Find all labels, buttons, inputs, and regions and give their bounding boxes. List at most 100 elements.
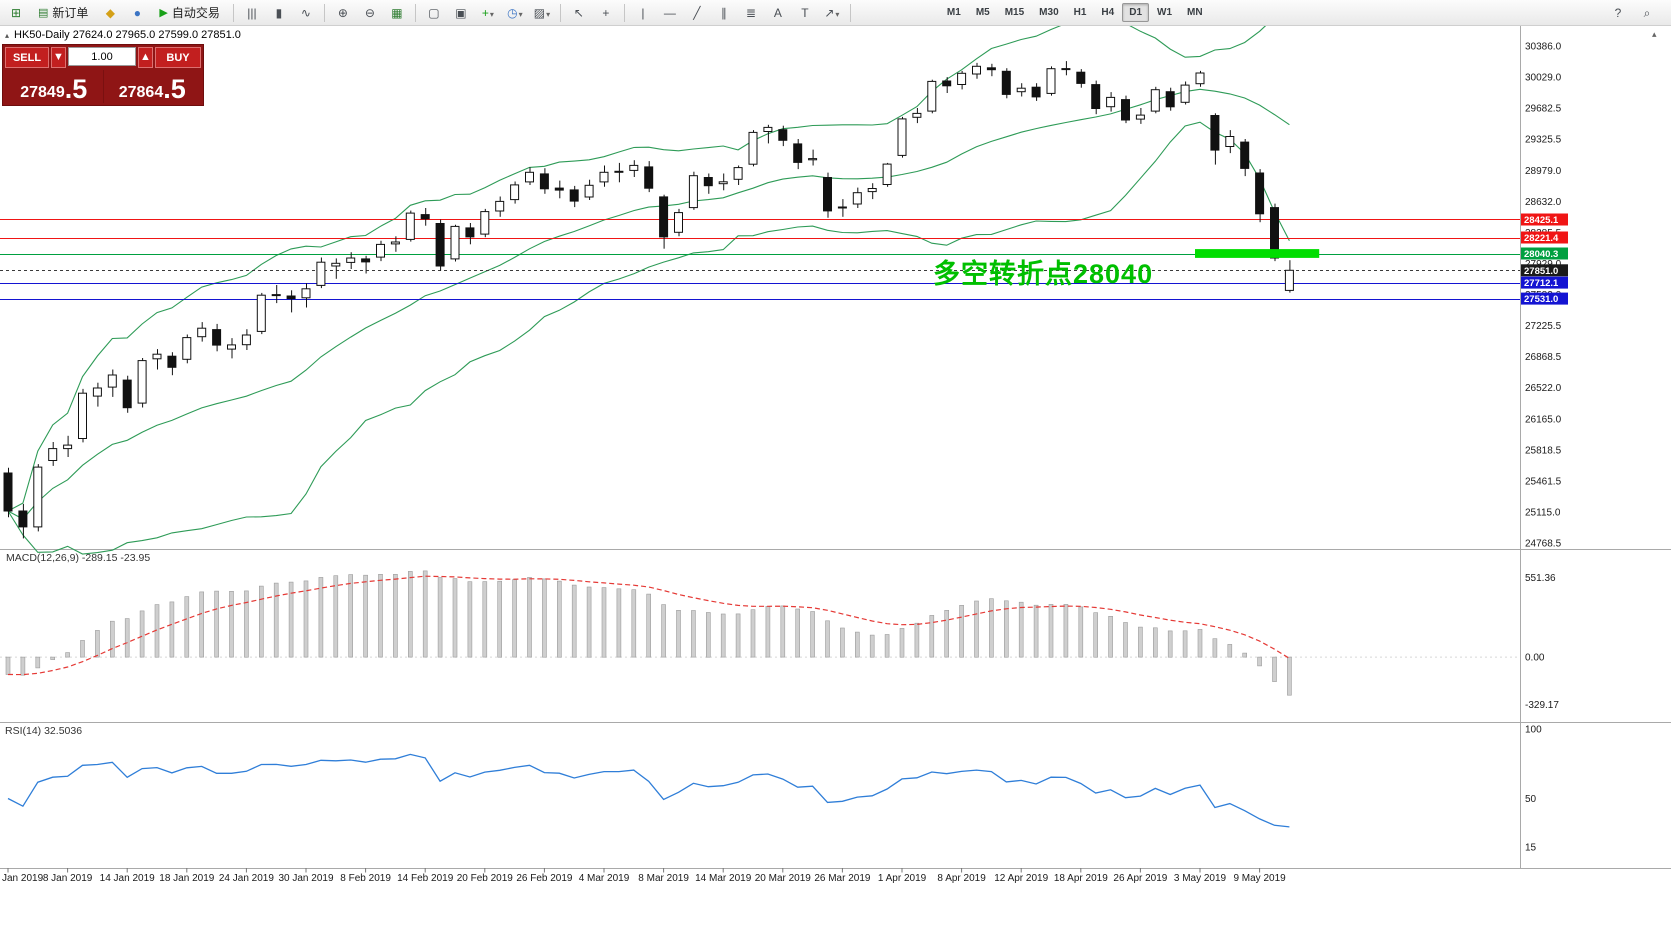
tile-windows-icon: ▢ [428,5,440,20]
price-tag-label: 28221.4 [1524,233,1559,244]
tile-windows-icon[interactable]: ▢ [421,2,447,24]
help-icon[interactable]: ? [1614,5,1622,20]
macd-indicator-label: MACD(12,26,9) -289.15 -23.95 [6,552,151,564]
timeframe-m30[interactable]: M30 [1039,7,1059,18]
time-axis-label: 30 Jan 2019 [278,873,333,884]
timeframe-h4[interactable]: H4 [1101,7,1115,18]
zoom-out-icon[interactable]: ⊖ [357,2,383,24]
rsi-axis-label: 15 [1525,843,1537,854]
time-axis-label: 18 Apr 2019 [1054,873,1108,884]
new-order-button[interactable]: ▤ 新订单 [30,2,96,24]
new-order-icon: ▤ [38,7,49,19]
trendline-icon: ╱ [693,5,701,20]
time-axis-label: Jan 2019 [2,873,44,884]
ohlc-bars-icon: ||| [247,5,257,20]
tile-grid-icon[interactable]: ▦ [384,2,410,24]
price-axis-label: 26165.0 [1525,414,1562,425]
volume-down-button[interactable]: ▼ [51,47,66,68]
price-axis-label: 25818.5 [1525,445,1562,456]
timeframe-h1[interactable]: H1 [1073,7,1087,18]
community-icon[interactable]: ● [124,2,150,24]
price-tag-label: 27851.0 [1524,266,1558,277]
bollinger-middle-band [7,88,1290,520]
time-axis-label: 14 Feb 2019 [397,873,454,884]
chevron-down-icon: ▾ [489,9,494,19]
timeframe-m5[interactable]: M5 [975,7,990,18]
candlestick-chart-icon[interactable]: ▮ [266,2,292,24]
buy-price-frac: .5 [163,74,186,105]
price-axis-label: 30029.0 [1525,73,1562,84]
indicators-button[interactable]: +▾ [475,2,501,24]
timeframe-w1[interactable]: W1 [1157,7,1173,18]
new-chart-icon: ⊞ [10,5,22,20]
volume-up-button[interactable]: ▲ [138,47,153,68]
rsi-indicator-label: RSI(14) 32.5036 [5,725,83,737]
time-axis-label: 26 Mar 2019 [814,873,871,884]
metaeditor-icon[interactable]: ◆ [97,2,123,24]
templates-button[interactable]: ▨▾ [529,2,555,24]
time-axis-label: 20 Feb 2019 [457,873,514,884]
price-axis-label: 28632.0 [1525,197,1562,208]
buy-price[interactable]: 27864 .5 [104,70,202,103]
chevron-down-icon: ▾ [518,9,523,19]
cursor-icon[interactable]: ↖ [566,2,592,24]
autotrading-button[interactable]: ▶ 自动交易 [151,2,227,24]
buy-button[interactable]: BUY [155,47,201,68]
label-icon: T [801,5,809,20]
timeframe-d1[interactable]: D1 [1122,3,1150,22]
periods-button[interactable]: ◷▾ [502,2,528,24]
time-axis-label: 26 Feb 2019 [516,873,573,884]
trade-panel-controls: SELL ▼ ▲ BUY [5,47,201,68]
crosshair-icon[interactable]: + [593,2,619,24]
line-chart-icon[interactable]: ∿ [293,2,319,24]
text-icon[interactable]: A [765,2,791,24]
chart-annotation: 多空转折点28040 [933,259,1154,289]
fibonacci-icon[interactable]: ≣ [738,2,764,24]
time-axis-label: 1 Apr 2019 [878,873,927,884]
price-axis-label: 25115.0 [1525,507,1561,518]
price-tag [1521,264,1568,277]
vertical-line-icon[interactable]: | [630,2,656,24]
ohlc-bars-icon[interactable]: ||| [239,2,265,24]
zoom-in-icon[interactable]: ⊕ [330,2,356,24]
autotrading-button-label: 自动交易 [171,6,220,20]
trendline-icon[interactable]: ╱ [684,2,710,24]
toolbar-right-group: ? ⌕ [1605,2,1660,24]
time-axis-label: 4 Mar 2019 [579,873,630,884]
horizontal-line-icon: — [663,5,676,20]
new-chart-icon[interactable]: ⊞ [3,2,29,24]
timeframe-m15[interactable]: M15 [1004,7,1025,18]
timeframe-m1[interactable]: M1 [946,7,961,18]
panel-collapse-icon[interactable]: ▴ [5,30,10,40]
price-tag [1521,292,1568,305]
sell-price-frac: .5 [64,74,88,105]
search-icon[interactable]: ⌕ [1643,5,1651,20]
time-axis-label: 18 Jan 2019 [159,873,214,884]
price-axis-label: 27929.0 [1525,259,1562,270]
timeframe-mn[interactable]: MN [1187,7,1203,18]
sell-price[interactable]: 27849 .5 [5,70,104,103]
horizontal-line-icon[interactable]: — [657,2,683,24]
sell-button[interactable]: SELL [5,47,49,68]
templates-icon: ▨ [533,5,546,20]
time-axis-label: 8 Mar 2019 [638,873,689,884]
channel-icon[interactable]: ∥ [711,2,737,24]
shapes-button[interactable]: ↗▾ [819,2,845,24]
toolbar: ⊞ ▤ 新订单 ◆ ● ▶ 自动交易 ||| ▮ ∿ ⊕ ⊖ ▦ ▢ ▣ +▾ ◷▾ ▨▾ ↖ + | — ╱ ∥ ≣ A T ↗▾ M… [0,0,1671,26]
periods-icon: ◷ [507,5,518,20]
time-axis-label: 8 Jan 2019 [43,873,93,884]
label-icon[interactable]: T [792,2,818,24]
metaeditor-icon: ◆ [105,5,116,20]
candlestick-chart-icon: ▮ [275,5,283,20]
chart-collapse-icon[interactable]: ▴ [1652,29,1657,39]
symbol-info: ▴ HK50-Daily 27624.0 27965.0 27599.0 278… [5,29,241,41]
price-tag-label: 27712.1 [1524,278,1559,289]
cascade-windows-icon[interactable]: ▣ [448,2,474,24]
volume-input[interactable] [68,47,136,66]
price-axis-label: 25461.5 [1525,476,1562,487]
zoom-out-icon: ⊖ [364,5,375,20]
price-axis-label: 29682.5 [1525,104,1562,115]
time-axis-label: 26 Apr 2019 [1113,873,1167,884]
price-tag [1521,276,1568,289]
